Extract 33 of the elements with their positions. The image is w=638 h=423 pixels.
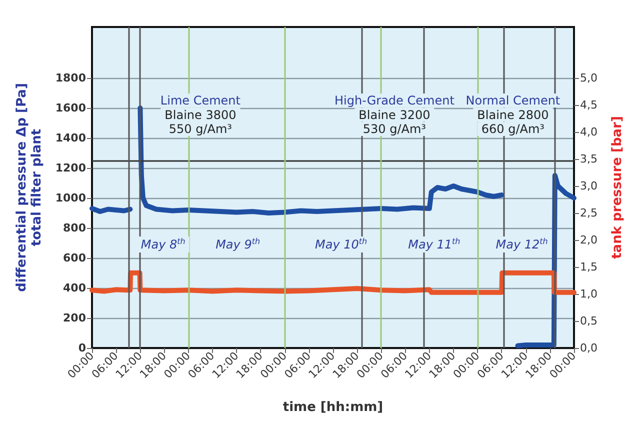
y-tick-label: 200 bbox=[63, 312, 86, 324]
y2-tick-label: 1,5 bbox=[580, 260, 598, 274]
x-axis-title: time [hh:mm] bbox=[282, 400, 384, 415]
y2-tick-label: 3,5 bbox=[580, 152, 598, 166]
annotation: Normal Cement bbox=[466, 94, 560, 108]
y-tick-label: 1200 bbox=[55, 162, 86, 174]
annotation: 550 g/Am³ bbox=[168, 122, 232, 136]
y2-tick-label: 4,5 bbox=[580, 98, 598, 112]
y-tick-label: 1400 bbox=[55, 132, 86, 144]
y-tick-label: 400 bbox=[63, 282, 86, 294]
y2-tick-label: 2,0 bbox=[580, 233, 598, 246]
y2-tick-label: 0,0 bbox=[580, 342, 598, 354]
annotation: Lime Cement bbox=[160, 94, 241, 108]
annotation: Blaine 2800 bbox=[477, 108, 549, 122]
annotation: 660 g/Am³ bbox=[481, 122, 545, 136]
y2-tick-label: 1,0 bbox=[580, 287, 598, 300]
annotation: High-Grade Cement bbox=[334, 94, 455, 108]
y-tick-label: 1000 bbox=[55, 192, 86, 204]
y-axis-title: differential pressure Δp [Pa] total filter plant bbox=[14, 83, 44, 292]
y-tick-label: 600 bbox=[63, 252, 86, 264]
y2-tick-label: 4,0 bbox=[580, 125, 598, 138]
annotation: Blaine 3200 bbox=[358, 108, 430, 122]
annotation: 530 g/Am³ bbox=[362, 122, 426, 136]
y-tick-label: 0 bbox=[78, 342, 86, 354]
y2-tick-label: 2,5 bbox=[580, 206, 598, 220]
annotation: Blaine 3800 bbox=[164, 108, 236, 122]
y2-tick-label: 5,0 bbox=[580, 71, 598, 84]
y2-tick-label: 0,5 bbox=[580, 314, 598, 328]
y-tick-label: 800 bbox=[63, 222, 86, 234]
y2-axis-title: tank pressure [bar] bbox=[610, 116, 625, 259]
y-tick-label: 1600 bbox=[55, 102, 86, 114]
y2-tick-label: 3,0 bbox=[580, 179, 598, 192]
y-tick-label: 1800 bbox=[55, 72, 86, 84]
